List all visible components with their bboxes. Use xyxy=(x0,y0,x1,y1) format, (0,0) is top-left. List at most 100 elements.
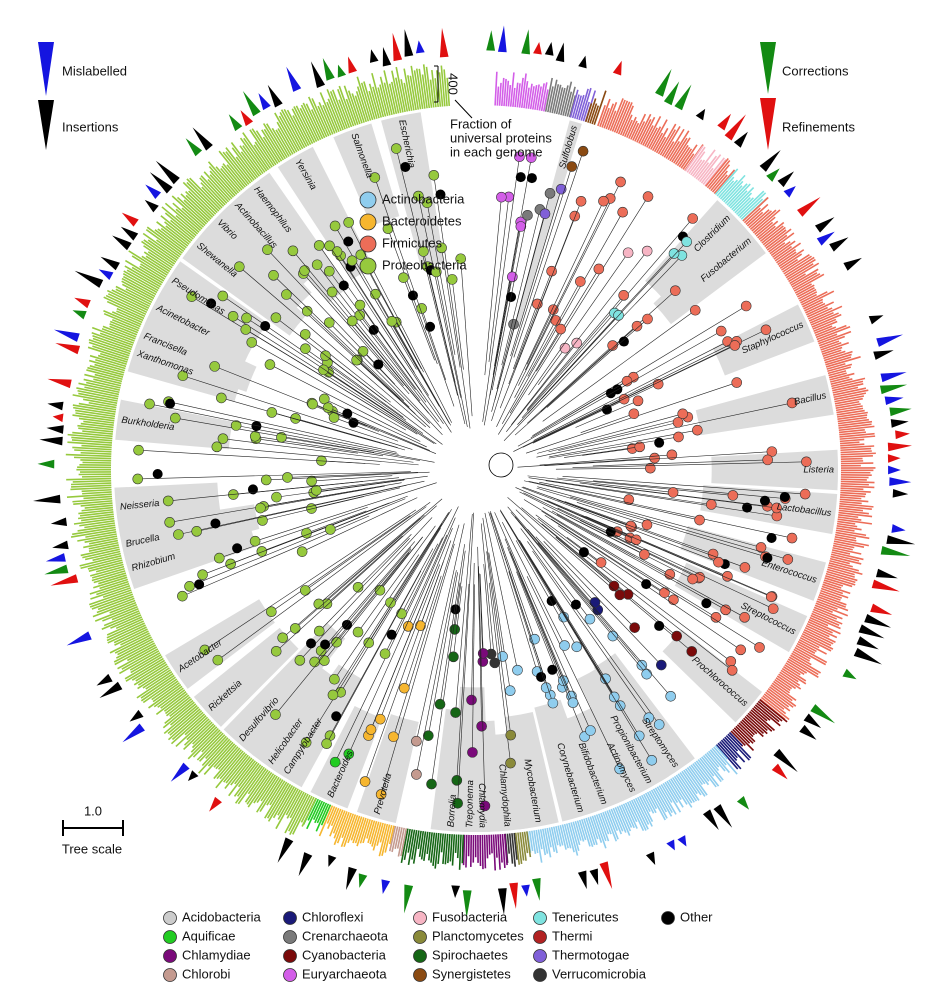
edit-marker xyxy=(799,725,816,740)
legend-label: Firmicutes xyxy=(382,235,442,250)
branch xyxy=(312,476,393,481)
branch xyxy=(391,512,449,602)
edit-marker xyxy=(209,797,222,812)
genome-bar xyxy=(66,479,111,480)
leaf xyxy=(241,324,251,334)
edit-marker xyxy=(655,69,672,97)
branch xyxy=(436,272,467,427)
genome-bar xyxy=(71,483,111,484)
leaf-other xyxy=(606,527,616,537)
edit-marker xyxy=(876,335,903,347)
edit-marker xyxy=(532,878,541,901)
legend-swatch xyxy=(414,969,427,982)
branch xyxy=(305,502,430,590)
legend-label: Actinobacteria xyxy=(382,191,465,206)
edit-marker xyxy=(857,636,879,649)
leaf xyxy=(642,246,652,256)
edit-marker xyxy=(885,396,904,405)
genus-label: Sulfolobus xyxy=(557,124,580,170)
genome-bar xyxy=(453,834,455,865)
leaf xyxy=(269,270,279,280)
leaf xyxy=(642,520,652,530)
edit-marker xyxy=(545,42,554,56)
leaf xyxy=(568,698,578,708)
edit-marker xyxy=(486,30,495,50)
leaf xyxy=(192,526,202,536)
leaf xyxy=(467,747,477,757)
leaf xyxy=(306,504,316,514)
edit-marker xyxy=(451,885,460,898)
leaf xyxy=(763,455,773,465)
genome-bar xyxy=(841,453,876,454)
leaf-other xyxy=(536,672,546,682)
edit-marker xyxy=(859,624,885,638)
legend-swatch xyxy=(284,931,297,944)
legend-swatch xyxy=(360,236,376,252)
legend-label: Chlorobi xyxy=(182,966,231,981)
genome-bar xyxy=(82,492,112,494)
leaf xyxy=(257,546,267,556)
edit-marker xyxy=(804,714,822,729)
leaf xyxy=(344,217,354,227)
legend-swatch xyxy=(534,950,547,963)
genome-bar xyxy=(841,488,864,489)
branch xyxy=(281,437,420,460)
leaf xyxy=(261,475,271,485)
leaf xyxy=(288,246,298,256)
leaf xyxy=(388,732,398,742)
edit-marker xyxy=(240,110,253,126)
edit-marker xyxy=(38,460,55,469)
leaf-other xyxy=(619,337,629,347)
leaf xyxy=(312,260,322,270)
genome-bar xyxy=(495,72,497,106)
genome-bar xyxy=(840,446,874,448)
edit-marker xyxy=(338,65,346,78)
branch xyxy=(556,468,650,469)
leaf xyxy=(417,303,427,313)
edit-marker xyxy=(286,67,301,92)
leaf xyxy=(695,515,705,525)
edit-marker xyxy=(797,197,820,217)
genome-bar xyxy=(840,495,865,497)
leaf xyxy=(551,315,561,325)
genome-bar xyxy=(840,493,866,495)
branch xyxy=(423,251,464,424)
leaf xyxy=(467,695,477,705)
legend-swatch xyxy=(284,912,297,925)
leaf xyxy=(352,355,362,365)
leaf xyxy=(576,196,586,206)
leaf-other xyxy=(780,492,790,502)
edit-marker xyxy=(75,271,104,288)
legend-swatch xyxy=(662,912,675,925)
edit-marker xyxy=(311,61,325,88)
genome-bar xyxy=(74,457,111,458)
leaf-other xyxy=(701,598,711,608)
leaf xyxy=(682,237,692,247)
genome-bar xyxy=(450,834,452,861)
edit-marker xyxy=(703,809,719,830)
branch xyxy=(514,151,583,357)
genome-bar xyxy=(74,450,111,452)
edit-marker xyxy=(55,343,80,354)
leaf xyxy=(185,581,195,591)
leaf xyxy=(668,487,678,497)
branch xyxy=(327,536,403,604)
leaf-other xyxy=(606,388,616,398)
branch xyxy=(392,321,451,425)
leaf xyxy=(212,442,222,452)
leaf xyxy=(173,529,183,539)
legend-label: Planctomycetes xyxy=(432,928,524,943)
leaf-other xyxy=(320,640,330,650)
edit-marker xyxy=(229,114,243,131)
edit-marker xyxy=(599,861,612,889)
genome-bar xyxy=(840,449,871,451)
legend-label: Acidobacteria xyxy=(182,909,262,924)
legend-swatch xyxy=(360,258,376,274)
leaf xyxy=(347,316,357,326)
edit-marker xyxy=(145,200,159,213)
leaf xyxy=(411,736,421,746)
leaf xyxy=(300,344,310,354)
genome-bar xyxy=(71,485,111,487)
genome-bar xyxy=(500,83,501,106)
